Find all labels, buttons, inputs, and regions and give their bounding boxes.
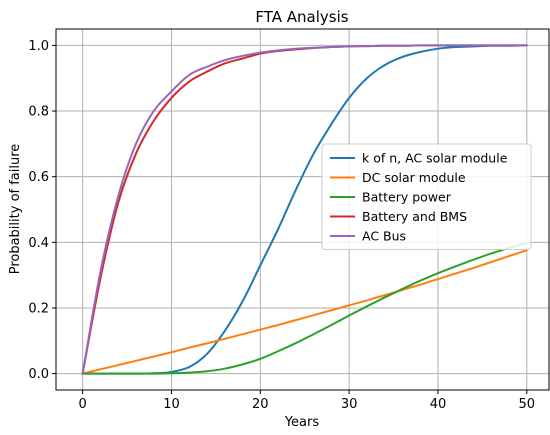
x-tick-label: 10 bbox=[163, 397, 180, 412]
plot-area-frame bbox=[55, 28, 550, 391]
x-tick-label: 40 bbox=[430, 397, 447, 412]
legend: k of n, AC solar module DC solar module Ba… bbox=[321, 143, 532, 250]
series-line-battery-power bbox=[81, 241, 528, 375]
legend-label: Battery power bbox=[362, 190, 452, 205]
x-axis-label: Years bbox=[284, 415, 320, 430]
series-line-dc-solar-module bbox=[81, 249, 528, 375]
y-axis-label: Probability of failure bbox=[8, 144, 23, 275]
y-tick-label: 0.2 bbox=[28, 301, 49, 316]
chart-title: FTA Analysis bbox=[255, 8, 348, 26]
axis-ticks: 0 10 20 30 40 50 0.0 0.2 0.4 0.6 0.8 1.0 bbox=[28, 39, 535, 412]
y-tick-label: 0.8 bbox=[28, 105, 49, 120]
series-lines bbox=[81, 44, 528, 375]
x-tick-label: 30 bbox=[341, 397, 358, 412]
legend-label: AC Bus bbox=[362, 229, 406, 244]
x-tick-label: 50 bbox=[519, 397, 536, 412]
legend-label: k of n, AC solar module bbox=[362, 151, 508, 166]
series-line-ac-bus bbox=[81, 44, 528, 375]
legend-label: DC solar module bbox=[362, 170, 466, 185]
legend-box bbox=[321, 143, 532, 250]
y-tick-label: 1.0 bbox=[28, 39, 49, 54]
y-tick-label: 0.0 bbox=[28, 367, 49, 382]
x-tick-label: 0 bbox=[79, 397, 87, 412]
x-tick-label: 20 bbox=[252, 397, 269, 412]
y-tick-label: 0.4 bbox=[28, 236, 49, 251]
y-tick-label: 0.6 bbox=[28, 170, 49, 185]
legend-label: Battery and BMS bbox=[362, 209, 467, 224]
